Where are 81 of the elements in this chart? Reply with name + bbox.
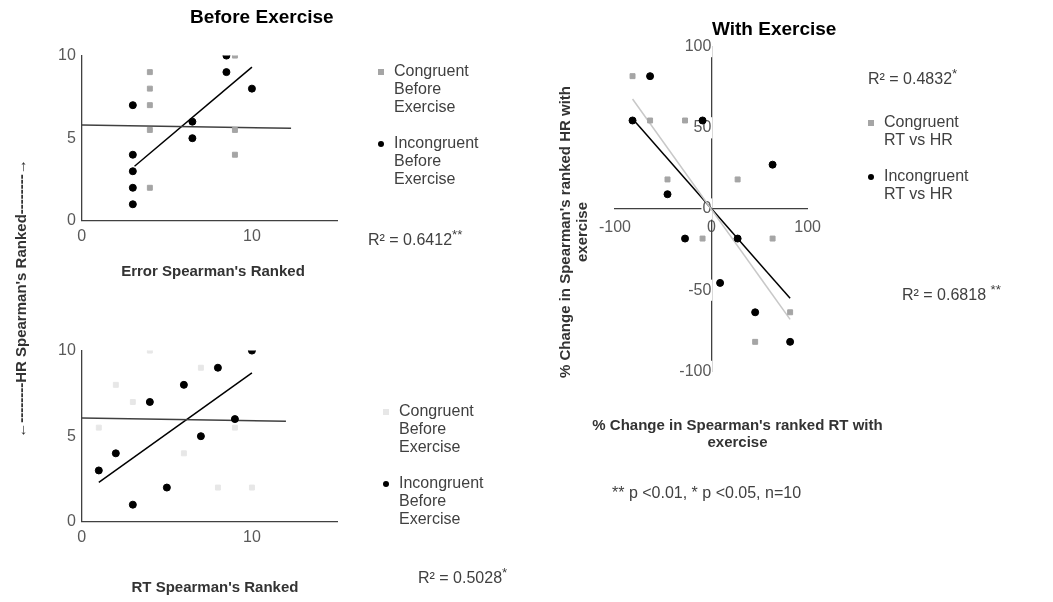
y-axis-title: ←--------HR Spearman's Ranked--------→ <box>11 158 29 440</box>
text: R² = 0.6412$^{**}$ <box>368 227 463 250</box>
point <box>734 176 741 183</box>
point <box>128 200 137 209</box>
point <box>146 85 153 92</box>
point <box>222 68 231 77</box>
point <box>129 398 136 405</box>
point <box>752 338 759 345</box>
point <box>769 235 776 242</box>
x-tick-label: -100 <box>599 218 632 236</box>
point <box>248 484 255 491</box>
y-tick-label: 10 <box>58 341 76 359</box>
point <box>111 449 120 458</box>
y-tick-label: -50 <box>688 280 712 298</box>
legend-label: Incongruent Before Exercise <box>394 134 480 188</box>
point <box>188 134 197 143</box>
chart-title: Before Exercise <box>190 6 334 28</box>
point <box>786 337 795 346</box>
x-tick-label: 100 <box>794 218 822 236</box>
point <box>681 234 690 243</box>
point <box>716 278 725 287</box>
point <box>231 126 238 133</box>
legend-label: Incongruent Before Exercise <box>399 474 485 528</box>
x-tick-label: 10 <box>243 226 261 244</box>
x-axis-title: RT Spearman's Ranked <box>130 578 300 595</box>
point <box>162 483 171 492</box>
point <box>751 308 760 317</box>
point <box>128 500 137 509</box>
point <box>128 183 137 192</box>
x-axis-title: Error Spearman's Ranked <box>120 262 306 279</box>
point <box>682 117 689 124</box>
y-tick-label: 5 <box>66 128 76 146</box>
point <box>213 363 222 372</box>
point <box>231 424 238 431</box>
point <box>128 167 137 176</box>
point <box>733 234 742 243</box>
point <box>646 72 655 81</box>
point <box>663 190 672 199</box>
y-tick-label: -100 <box>679 361 712 379</box>
point <box>94 466 103 475</box>
point <box>180 450 187 457</box>
point <box>231 151 238 158</box>
point <box>699 235 706 242</box>
legend-label: Congruent Before Exercise <box>399 402 475 456</box>
point <box>128 150 137 159</box>
point <box>145 397 154 406</box>
y-tick-label: 10 <box>58 46 76 64</box>
point <box>95 424 102 431</box>
point <box>196 432 205 441</box>
point <box>629 73 636 80</box>
y-tick-label: 0 <box>66 512 76 530</box>
y-axis-title: % Change in Spearman's ranked HR with exercise <box>556 85 590 380</box>
legend-label: Congruent RT vs HR <box>884 113 960 149</box>
legend-label: Incongruent RT vs HR <box>884 167 969 203</box>
x-tick-label: 0 <box>77 226 87 244</box>
point <box>188 117 197 126</box>
point <box>179 380 188 389</box>
text: R² = 0.5028$^{*}$ <box>418 565 508 588</box>
point <box>112 381 119 388</box>
point <box>214 484 221 491</box>
point <box>628 116 637 125</box>
point <box>247 84 256 93</box>
point <box>197 364 204 371</box>
y-tick-label: 5 <box>66 426 76 444</box>
point <box>787 309 794 316</box>
point <box>128 101 137 110</box>
chart-title: With Exercise <box>712 18 837 40</box>
text: R² = 0.6818 $^{**}$ <box>902 282 1001 305</box>
text: R² = 0.4832$^{*}$ <box>868 66 958 89</box>
point <box>146 69 153 76</box>
x-axis-title: % Change in Spearman's ranked RT with exercise <box>591 416 884 450</box>
point <box>768 160 777 169</box>
text: ** p <0.01, * p <0.05, n=10 <box>612 484 802 502</box>
point <box>146 102 153 109</box>
y-tick-label: 100 <box>684 37 712 55</box>
point <box>664 176 671 183</box>
point <box>146 184 153 191</box>
point <box>647 117 654 124</box>
legend-label: Congruent Before Exercise <box>394 62 470 116</box>
point <box>230 415 239 424</box>
point <box>146 126 153 133</box>
